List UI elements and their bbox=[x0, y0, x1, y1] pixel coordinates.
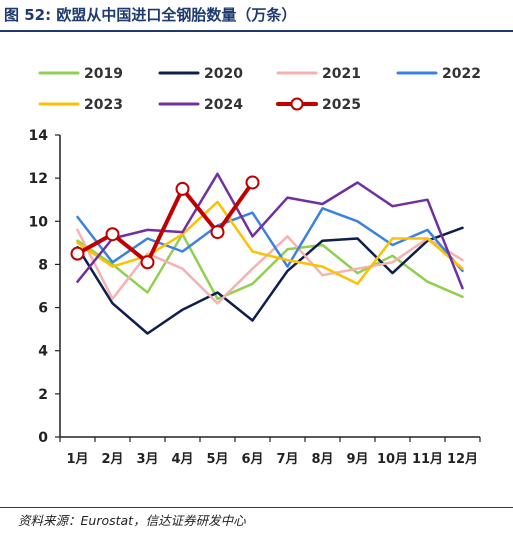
data-point-2025 bbox=[210, 225, 225, 240]
series-2020 bbox=[76, 226, 464, 335]
y-tick-label: 12 bbox=[29, 171, 48, 187]
x-tick-label: 8月 bbox=[311, 452, 333, 467]
data-point-2025 bbox=[140, 255, 155, 270]
data-point-2025 bbox=[245, 175, 260, 190]
legend-label: 2025 bbox=[322, 97, 361, 113]
axes: 0 2 4 6 8 10 12 14 1月 2月 3月 4月 5月 6月 7月 8月 9月 10月 11月 12月 bbox=[29, 128, 481, 467]
y-tick-label: 14 bbox=[29, 128, 49, 144]
series-layer bbox=[70, 172, 464, 335]
series-line-2023 bbox=[76, 200, 464, 286]
x-tick-label: 3月 bbox=[136, 452, 158, 467]
data-point-2025 bbox=[175, 181, 190, 196]
y-tick-label: 8 bbox=[38, 257, 48, 273]
legend-label: 2020 bbox=[204, 66, 243, 82]
x-tick-label: 11月 bbox=[412, 452, 443, 467]
x-tick-label: 1月 bbox=[66, 452, 88, 467]
legend-item-2019: 2019 bbox=[38, 66, 123, 82]
legend-item-2021: 2021 bbox=[276, 66, 361, 82]
x-tick-label: 12月 bbox=[447, 452, 478, 467]
figure-title: 图 52: 欧盟从中国进口全钢胎数量（万条） bbox=[4, 6, 297, 24]
legend-label: 2023 bbox=[84, 97, 123, 113]
y-tick-label: 10 bbox=[29, 214, 49, 230]
source-divider bbox=[0, 507, 513, 508]
series-2024 bbox=[76, 172, 464, 290]
series-line-2022 bbox=[76, 207, 464, 273]
y-tick-label: 6 bbox=[38, 301, 48, 317]
source-note: 资料来源：Eurostat，信达证券研发中心 bbox=[18, 513, 246, 528]
legend-label: 2022 bbox=[442, 66, 481, 82]
x-tick-label: 5月 bbox=[206, 452, 228, 467]
line-chart: 2019 2020 2021 2022 2023 2024 2025 0 2 4 6 8 10 12 14… bbox=[29, 66, 481, 467]
legend-item-2022: 2022 bbox=[396, 66, 481, 82]
title-divider bbox=[0, 30, 513, 32]
series-line-2024 bbox=[76, 172, 464, 290]
legend: 2019 2020 2021 2022 2023 2024 2025 bbox=[38, 66, 481, 113]
legend-item-2023: 2023 bbox=[38, 97, 123, 113]
data-point-2025 bbox=[105, 227, 120, 242]
y-tick-label: 4 bbox=[38, 344, 48, 360]
x-tick-label: 9月 bbox=[346, 452, 368, 467]
legend-label: 2019 bbox=[84, 66, 123, 82]
legend-marker bbox=[290, 97, 304, 111]
x-tick-label: 10月 bbox=[377, 452, 408, 467]
legend-label: 2021 bbox=[322, 66, 361, 82]
x-tick-label: 2月 bbox=[101, 452, 123, 467]
legend-item-2020: 2020 bbox=[158, 66, 243, 82]
y-tick-label: 0 bbox=[38, 430, 48, 446]
series-2019 bbox=[76, 232, 464, 301]
data-point-2025 bbox=[70, 246, 85, 261]
y-tick-label: 2 bbox=[38, 387, 48, 403]
legend-item-2025: 2025 bbox=[276, 97, 361, 113]
series-line-2020 bbox=[76, 226, 464, 335]
legend-label: 2024 bbox=[204, 97, 243, 113]
legend-item-2024: 2024 bbox=[158, 97, 243, 113]
series-line-2019 bbox=[76, 232, 464, 301]
series-2025 bbox=[70, 175, 260, 270]
series-2022 bbox=[76, 207, 464, 273]
x-tick-label: 4月 bbox=[171, 452, 193, 467]
series-2023 bbox=[76, 200, 464, 286]
x-tick-label: 6月 bbox=[241, 452, 263, 467]
x-tick-label: 7月 bbox=[276, 452, 298, 467]
